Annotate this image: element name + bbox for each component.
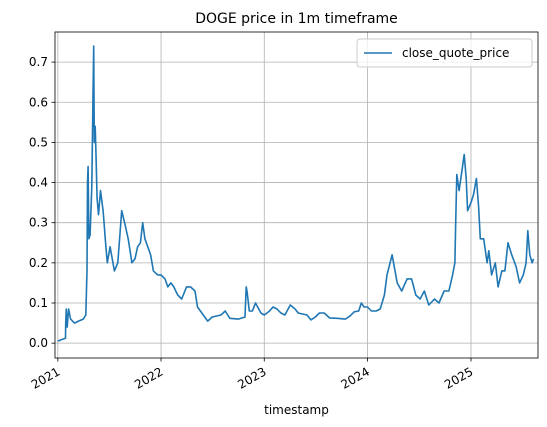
y-tick-label: 0.1 <box>29 296 48 310</box>
chart-title: DOGE price in 1m timeframe <box>195 11 398 27</box>
x-tick-label: 2021 <box>29 364 62 391</box>
plot-frame <box>54 31 539 359</box>
x-tick-label: 2025 <box>442 364 475 391</box>
legend: close_quote_price <box>356 38 533 68</box>
y-tick-label: 0.0 <box>29 336 48 350</box>
legend-box <box>356 38 533 68</box>
x-tick-label: 2024 <box>339 364 372 391</box>
y-tick-label: 0.4 <box>29 176 48 190</box>
series-layer <box>57 45 535 342</box>
y-tick-label: 0.3 <box>29 216 48 230</box>
x-tick-label: 2022 <box>132 364 165 391</box>
y-tick-label: 0.2 <box>29 256 48 270</box>
x-tick-label: 2023 <box>235 364 268 391</box>
x-axis-title: timestamp <box>264 403 329 417</box>
series-line-close-quote-price <box>57 45 535 342</box>
legend-label-close-quote-price: close_quote_price <box>402 46 509 60</box>
y-tick-label: 0.5 <box>29 135 48 149</box>
tick-layer: 0.0 0.1 0.2 0.3 0.4 0.5 0.6 0.7 2021 2022 2023 2024… <box>29 55 476 392</box>
y-tick-label: 0.7 <box>29 55 48 69</box>
grid-layer <box>55 32 538 358</box>
y-tick-label: 0.6 <box>29 95 48 109</box>
